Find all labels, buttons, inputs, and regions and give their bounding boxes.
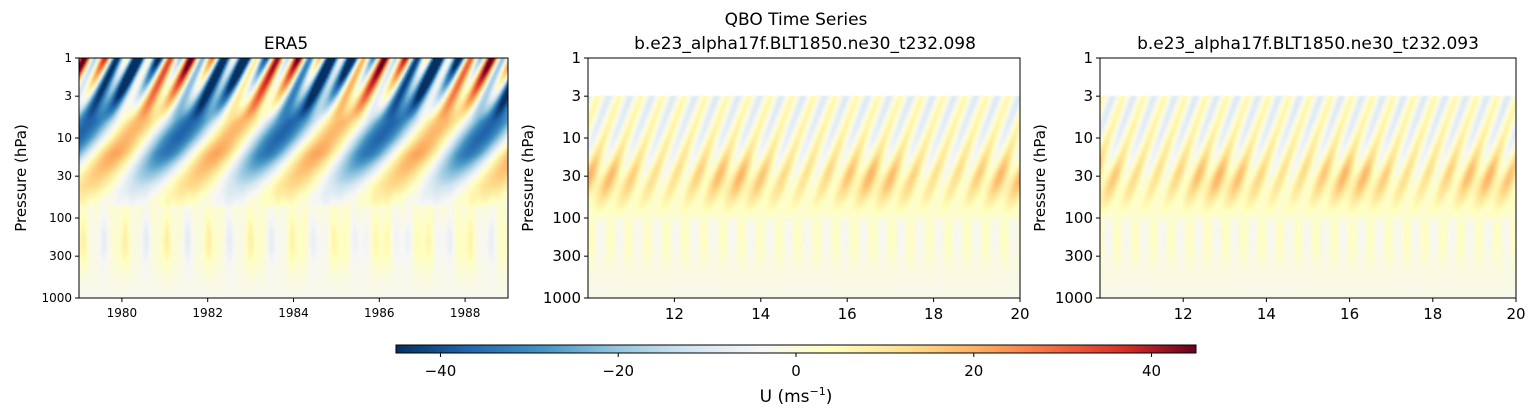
panels-group: ERA5 Pressure (hPa) 1 3 10 30 100 300 1000 1980 19… (12, 34, 1526, 323)
colorbar: −40 −20 0 20 40 U (ms−1) (395, 344, 1197, 407)
colorbar-label-close: ) (826, 387, 833, 407)
y-tick-label: 100 (49, 211, 72, 225)
x-tick-label: 14 (1257, 305, 1276, 323)
y-tick-label: 1 (64, 51, 72, 65)
y-tick-label: 10 (562, 129, 581, 147)
x-tick-label: 12 (1174, 305, 1193, 323)
y-tick-label: 1000 (543, 289, 581, 307)
y-tick-label: 1000 (1055, 289, 1093, 307)
y-axis-label: Pressure (hPa) (12, 124, 30, 232)
y-tick-label: 3 (1083, 87, 1093, 105)
y-tick-label: 1 (571, 49, 581, 67)
y-tick-label: 1000 (41, 291, 72, 305)
y-tick-label: 1 (1083, 49, 1093, 67)
x-tick-label: 20 (1010, 305, 1029, 323)
colorbar-label-exponent: −1 (810, 385, 826, 398)
y-tick-label: 3 (571, 87, 581, 105)
colorbar-tick-label: −20 (602, 362, 634, 380)
colorbar-tick-label: 40 (1142, 362, 1161, 380)
y-tick-label: 300 (49, 249, 72, 263)
heatmap-field (588, 58, 1020, 298)
y-axis-label: Pressure (hPa) (519, 124, 537, 232)
y-tick-label: 10 (1074, 129, 1093, 147)
colorbar-tick-label: 0 (791, 362, 801, 380)
colorbar-gradient (396, 345, 1196, 353)
y-tick-label: 300 (552, 247, 581, 265)
axes-frame (1099, 57, 1517, 299)
x-tick-label: 18 (924, 305, 943, 323)
colorbar-tick-label: −40 (425, 362, 457, 380)
y-tick-label: 30 (1074, 167, 1093, 185)
y-tick-label: 30 (562, 167, 581, 185)
x-tick-label: 1988 (450, 306, 481, 320)
y-tick-label: 30 (57, 169, 72, 183)
panel-1: ERA5 Pressure (hPa) 1 3 10 30 100 300 1000 1980 19… (12, 34, 509, 320)
x-tick-label: 18 (1423, 305, 1442, 323)
x-tick-label: 12 (665, 305, 684, 323)
panel-2: b.e23_alpha17f.BLT1850.ne30_t232.098 Pres… (519, 34, 1030, 323)
panel-3: b.e23_alpha17f.BLT1850.ne30_t232.093 Pres… (1031, 34, 1526, 323)
y-tick-label: 10 (57, 131, 72, 145)
colorbar-label: U (ms−1) (760, 385, 833, 407)
heatmap-field (1100, 58, 1516, 298)
x-tick-label: 14 (751, 305, 770, 323)
x-tick-label: 20 (1506, 305, 1525, 323)
panel-title: ERA5 (264, 34, 308, 54)
y-axis-label: Pressure (hPa) (1031, 124, 1049, 232)
colorbar-tick-label: 20 (964, 362, 983, 380)
axes-frame (587, 57, 1021, 299)
y-tick-label: 100 (1064, 209, 1093, 227)
colorbar-label-main: U (ms (760, 387, 810, 407)
heatmap-field (79, 58, 508, 298)
x-tick-label: 1984 (278, 306, 309, 320)
x-tick-label: 1986 (364, 306, 395, 320)
panel-title: b.e23_alpha17f.BLT1850.ne30_t232.098 (634, 34, 976, 54)
figure-suptitle: QBO Time Series (725, 10, 868, 30)
y-tick-label: 100 (552, 209, 581, 227)
panel-title: b.e23_alpha17f.BLT1850.ne30_t232.093 (1137, 34, 1479, 54)
x-tick-label: 16 (1340, 305, 1359, 323)
y-tick-label: 300 (1064, 247, 1093, 265)
x-tick-label: 1982 (192, 306, 223, 320)
x-tick-label: 1980 (107, 306, 138, 320)
x-tick-label: 16 (838, 305, 857, 323)
y-tick-label: 3 (64, 89, 72, 103)
